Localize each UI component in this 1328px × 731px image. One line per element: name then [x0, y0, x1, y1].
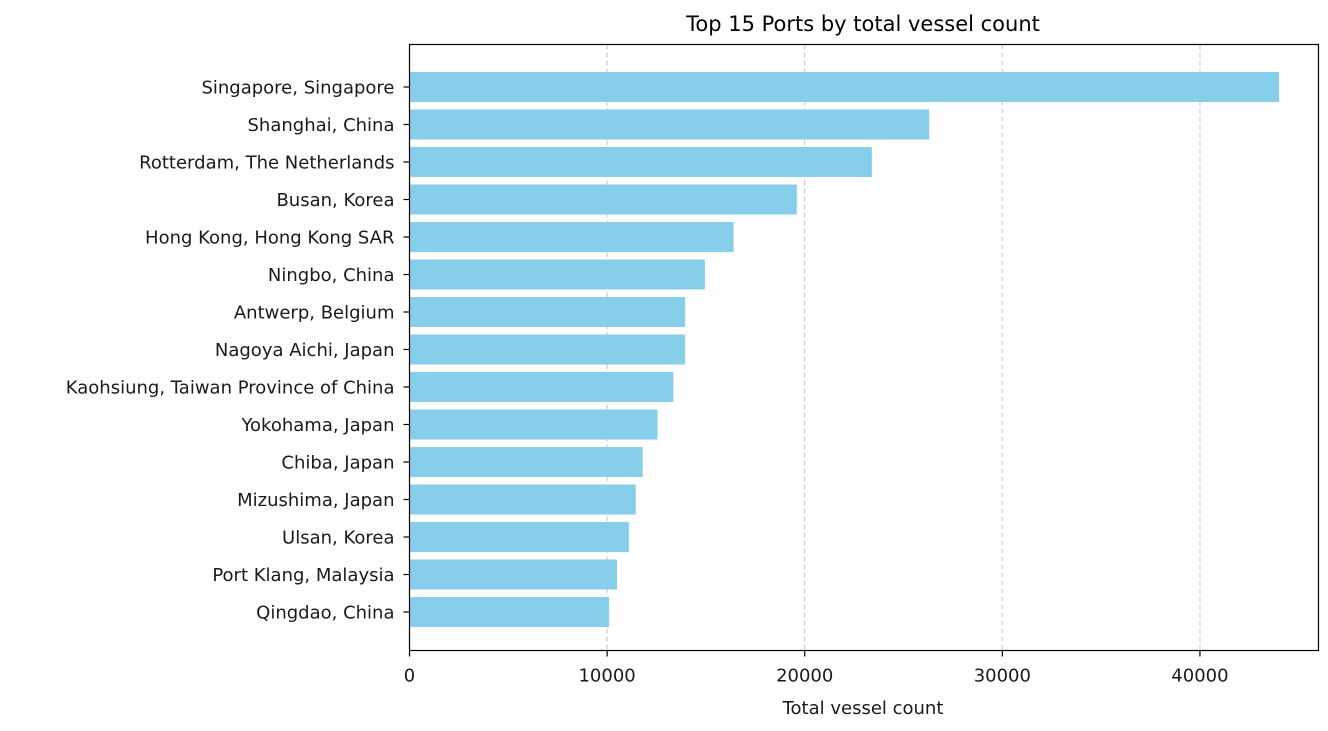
y-tick-label-6: Antwerp, Belgium: [234, 303, 395, 324]
y-axis-ticks: Singapore, Singapore Shanghai, China Rotte…: [66, 78, 410, 624]
y-tick-label-13: Port Klang, Malaysia: [212, 565, 394, 586]
x-axis-label: Total vessel count: [782, 698, 944, 719]
bar-0: [409, 72, 1279, 102]
y-tick-label-1: Shanghai, China: [248, 115, 395, 136]
y-tick-label-9: Yokohama, Japan: [240, 415, 394, 436]
bar-14: [409, 597, 610, 627]
y-tick-label-5: Ningbo, China: [268, 265, 395, 286]
bar-2: [409, 147, 872, 177]
bar-10: [409, 447, 643, 477]
bar-8: [409, 372, 674, 402]
bar-4: [409, 222, 734, 252]
y-tick-label-11: Mizushima, Japan: [237, 490, 394, 511]
bars: [409, 72, 1279, 627]
bar-7: [409, 334, 686, 365]
bar-11: [409, 484, 636, 515]
bar-6: [409, 297, 686, 327]
y-tick-label-10: Chiba, Japan: [281, 453, 394, 474]
chart-title: Top 15 Ports by total vessel count: [685, 12, 1040, 36]
y-tick-label-14: Qingdao, China: [256, 603, 394, 624]
bar-3: [409, 184, 797, 215]
x-axis-ticks: 0 10000 20000 30000 40000: [404, 650, 1229, 687]
x-tick-label-3: 30000: [974, 666, 1031, 687]
y-tick-label-7: Nagoya Aichi, Japan: [215, 340, 395, 361]
x-tick-label-4: 40000: [1171, 666, 1228, 687]
bar-13: [409, 559, 617, 590]
y-tick-label-2: Rotterdam, The Netherlands: [139, 153, 394, 174]
bar-9: [409, 409, 658, 440]
bar-12: [409, 522, 629, 552]
bar-1: [409, 109, 930, 140]
y-tick-label-0: Singapore, Singapore: [201, 78, 394, 99]
bar-5: [409, 259, 705, 290]
y-tick-label-8: Kaohsiung, Taiwan Province of China: [66, 378, 395, 399]
y-tick-label-4: Hong Kong, Hong Kong SAR: [145, 228, 394, 249]
plot-frame: [408, 43, 1320, 652]
y-tick-label-12: Ulsan, Korea: [282, 528, 394, 549]
x-tick-label-2: 20000: [776, 666, 833, 687]
x-tick-label-0: 0: [404, 666, 415, 687]
x-tick-label-1: 10000: [578, 666, 635, 687]
y-tick-label-3: Busan, Korea: [276, 190, 394, 211]
